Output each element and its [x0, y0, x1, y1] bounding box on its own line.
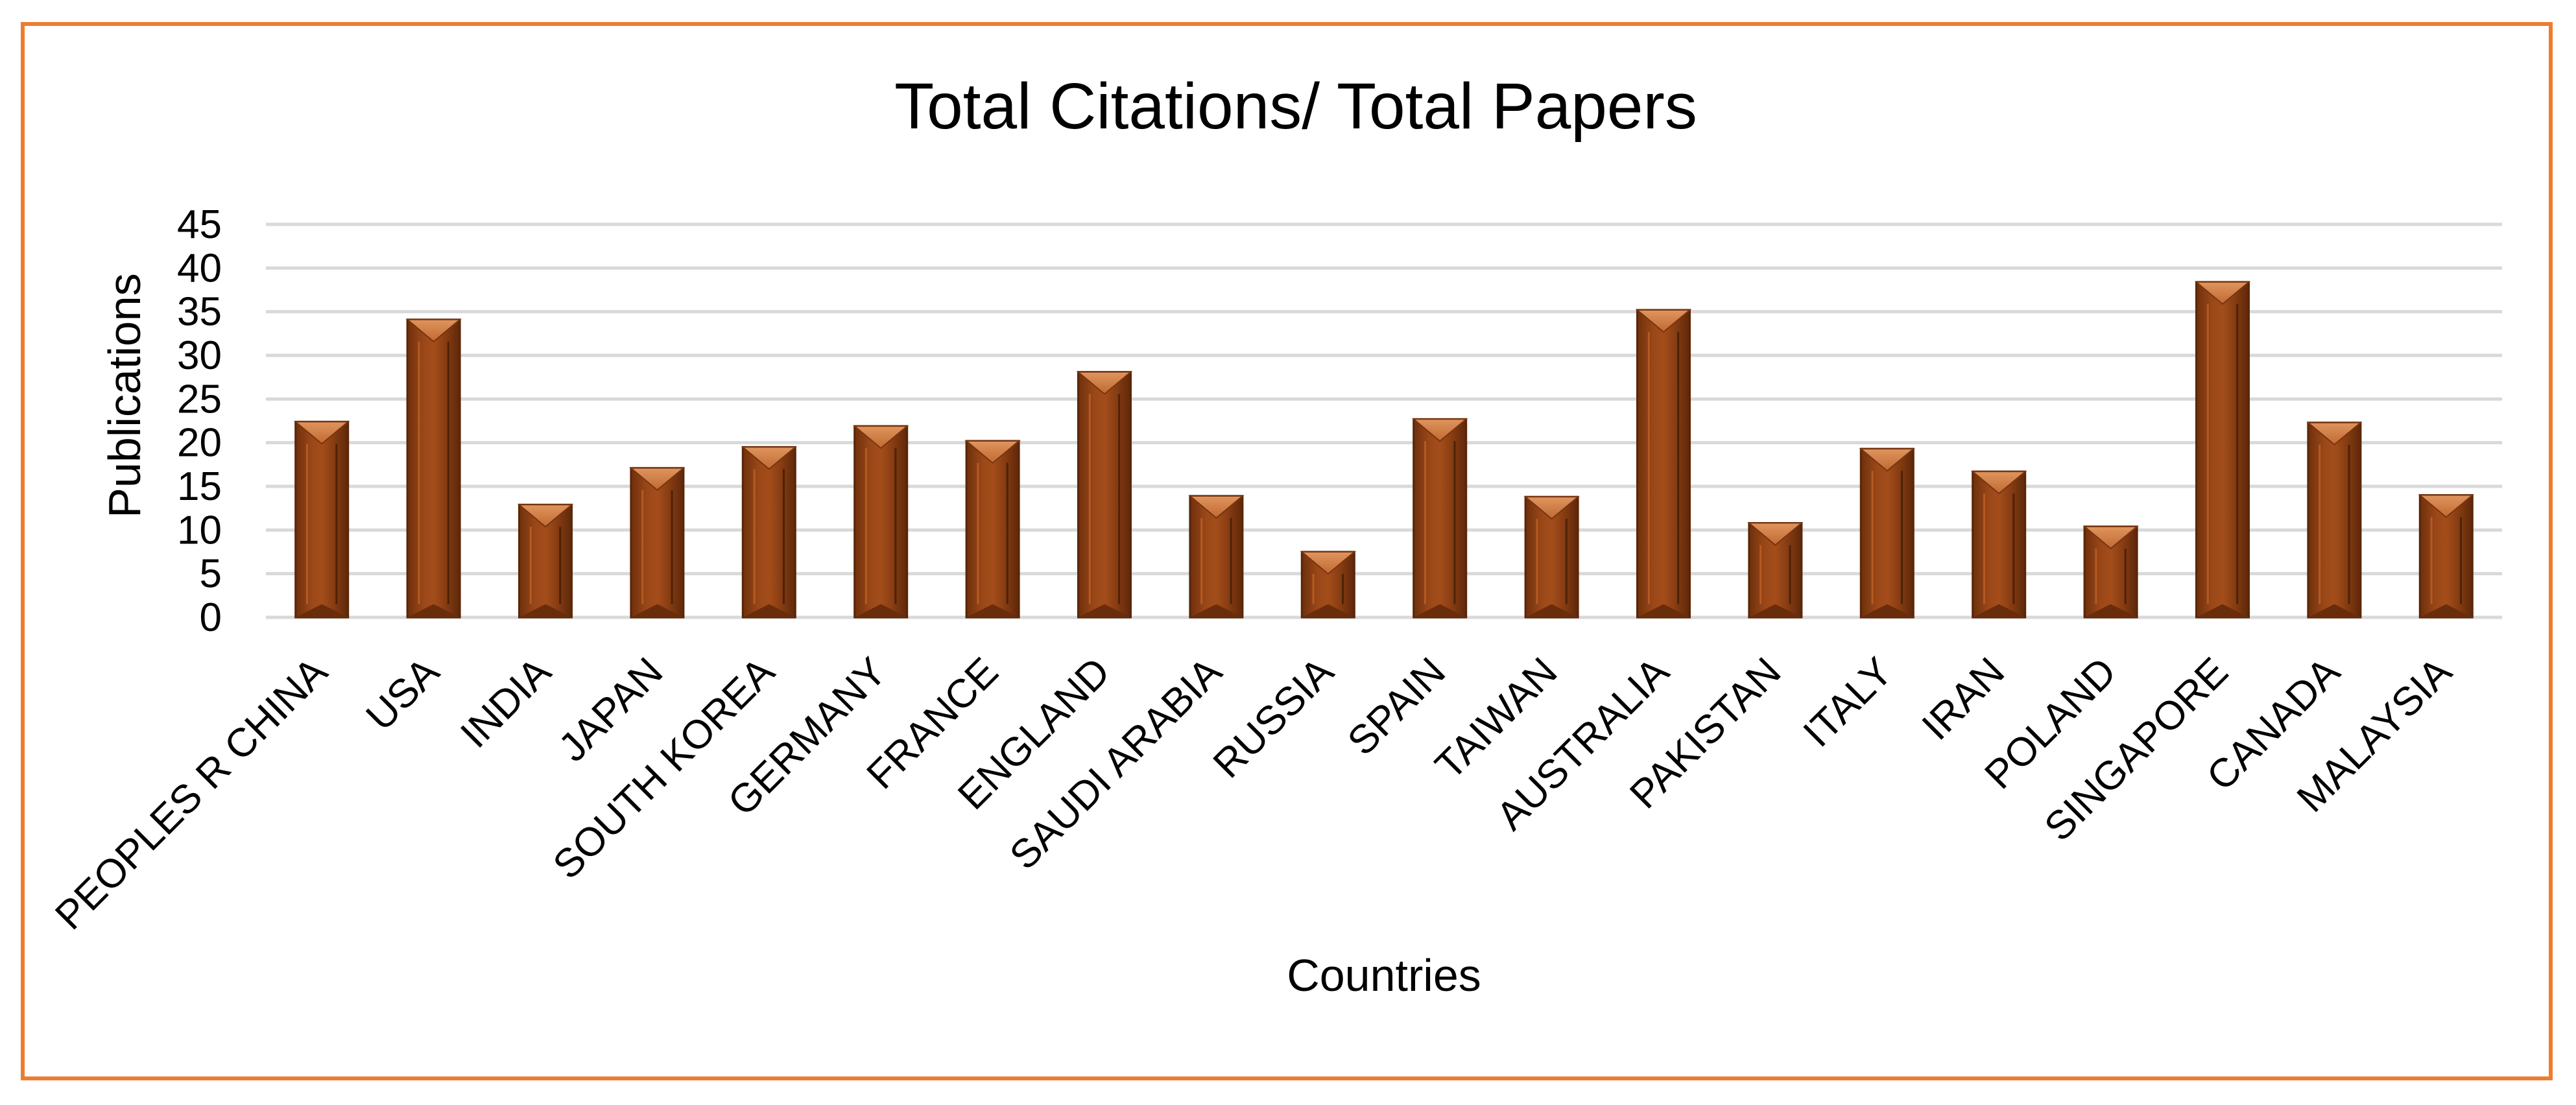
- bar-base: [1413, 604, 1466, 617]
- bar: [293, 420, 350, 619]
- bar-base: [1525, 604, 1579, 617]
- y-tick-label: 45: [177, 202, 222, 247]
- bar-body: [1636, 309, 1691, 619]
- bar-base: [1748, 604, 1802, 617]
- x-tick-label: USA: [358, 649, 448, 739]
- bar: [1188, 495, 1245, 619]
- bar-cap: [1970, 471, 2027, 495]
- y-tick-label: 30: [177, 333, 222, 378]
- bar: [1970, 470, 2027, 619]
- bar-base: [2420, 604, 2473, 617]
- bar-cap: [293, 421, 350, 445]
- bar-base: [295, 604, 348, 617]
- bar: [2418, 493, 2475, 619]
- bar-base: [966, 604, 1020, 617]
- bar-cap: [405, 318, 462, 343]
- bar-cap: [852, 425, 909, 449]
- y-tick-label: 25: [177, 377, 222, 422]
- bar-base: [407, 604, 460, 617]
- chart-title: Total Citations/ Total Papers: [894, 70, 1697, 143]
- bar-chart: Total Citations/ Total Papers 0510152025…: [47, 70, 2502, 1001]
- bar: [1076, 371, 1133, 619]
- bar-base: [2196, 604, 2249, 617]
- bar-base: [519, 604, 572, 617]
- bar-cap: [2306, 422, 2363, 446]
- bar-cap: [1411, 418, 1468, 442]
- y-tick-label: 15: [177, 464, 222, 509]
- bar-cap: [1076, 371, 1133, 395]
- x-tick-label: ITALY: [1795, 649, 1902, 755]
- bar-body: [2307, 422, 2362, 619]
- y-tick-label: 35: [177, 290, 222, 335]
- bar: [741, 446, 798, 619]
- y-tick-label: 10: [177, 508, 222, 552]
- y-tick-label: 40: [177, 246, 222, 291]
- bar-cap: [2194, 281, 2251, 305]
- x-tick-label: RUSSIA: [1205, 649, 1342, 787]
- bar: [1300, 551, 1357, 619]
- bar-cap: [1747, 522, 1804, 546]
- bar-cap: [1859, 448, 1916, 472]
- bar: [629, 467, 686, 619]
- x-tick-label: PEOPLES R CHINA: [47, 649, 336, 938]
- bar-cap: [741, 446, 798, 470]
- bar: [1635, 309, 1692, 619]
- bar: [517, 503, 574, 619]
- bar-cap: [1188, 495, 1245, 519]
- bar: [852, 425, 909, 619]
- bar-body: [1077, 371, 1132, 619]
- x-tick-label: INDIA: [452, 649, 560, 757]
- bar-base: [2084, 604, 2138, 617]
- bars: [293, 281, 2475, 619]
- bar-base: [1972, 604, 2025, 617]
- bar: [2306, 422, 2363, 619]
- bar-cap: [964, 440, 1021, 464]
- bar-body: [853, 425, 909, 619]
- bar-body: [294, 420, 350, 619]
- bar-base: [1861, 604, 1914, 617]
- bar-body: [965, 440, 1020, 619]
- bar-cap: [1523, 496, 1580, 520]
- bar-cap: [2082, 525, 2139, 550]
- y-axis-title: Publications: [99, 273, 150, 517]
- bar-body: [741, 446, 796, 619]
- bar-base: [1302, 604, 1355, 617]
- bar: [1523, 495, 1580, 619]
- bar: [964, 440, 1021, 619]
- bar-base: [743, 604, 796, 617]
- y-tick-label: 20: [177, 421, 222, 466]
- bar-cap: [629, 467, 686, 492]
- bar: [2082, 525, 2139, 619]
- bar: [2194, 281, 2251, 619]
- bar: [1411, 418, 1468, 619]
- bar-base: [2308, 604, 2361, 617]
- bar-body: [1413, 418, 1468, 619]
- bar-base: [854, 604, 907, 617]
- bar: [405, 318, 462, 619]
- bar-cap: [1635, 309, 1692, 333]
- bar-body: [1859, 447, 1914, 619]
- chart-frame: Total Citations/ Total Papers 0 5 10 15 20 25…: [21, 22, 2553, 1080]
- gridlines: [266, 222, 2502, 619]
- bar: [1747, 522, 1804, 619]
- y-tick-label: 0: [200, 595, 222, 640]
- x-axis-title: Countries: [1287, 950, 1481, 1001]
- bar-cap: [1300, 551, 1357, 575]
- bar: [1859, 447, 1916, 619]
- bar-base: [1189, 604, 1243, 617]
- y-tick-label: 5: [200, 552, 222, 597]
- bar-body: [2195, 281, 2250, 619]
- bar-cap: [2418, 494, 2475, 518]
- bar-body: [406, 318, 461, 619]
- x-tick-label: IRAN: [1914, 649, 2014, 749]
- bar-base: [630, 604, 684, 617]
- bar-base: [1637, 604, 1690, 617]
- bar-cap: [517, 504, 574, 528]
- bar-base: [1078, 604, 1131, 617]
